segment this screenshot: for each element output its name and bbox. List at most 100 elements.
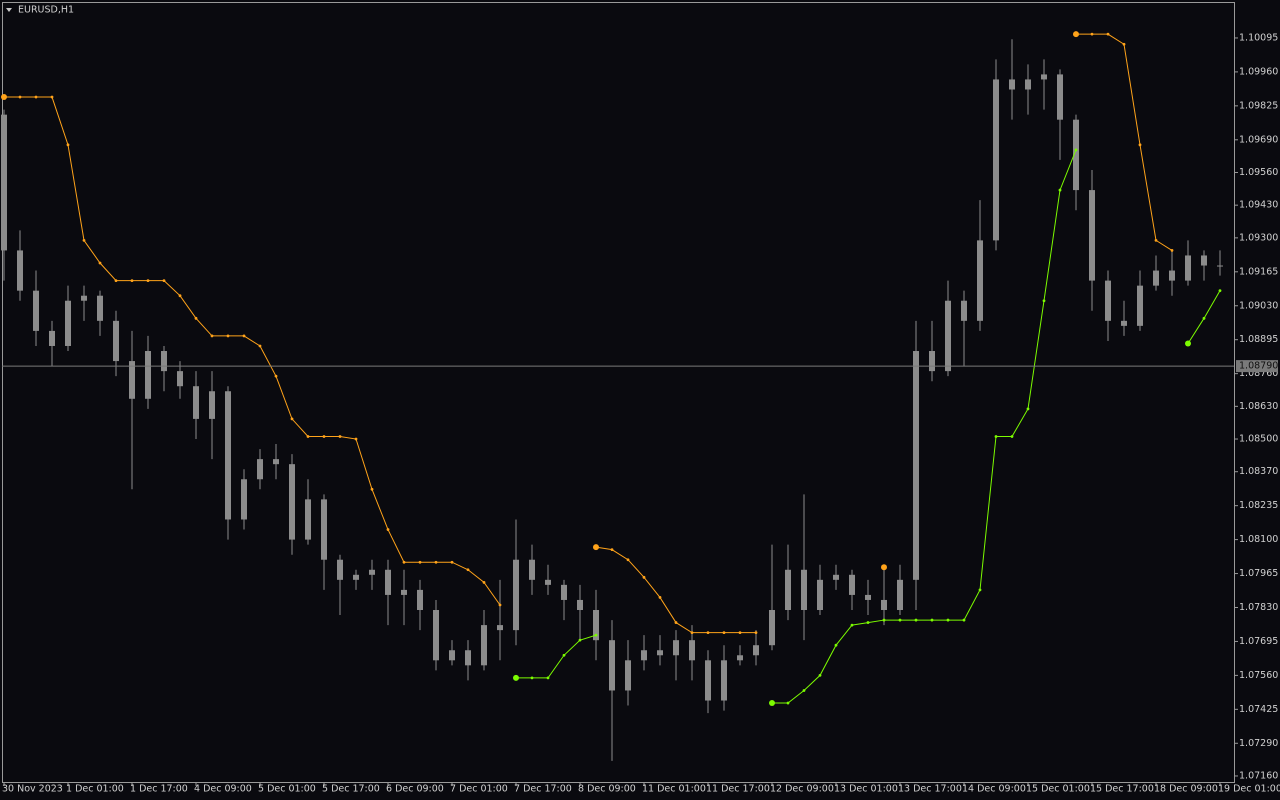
indicator-dot <box>482 580 486 584</box>
candle-body <box>481 625 487 666</box>
indicator-dot <box>402 560 406 564</box>
candle-body <box>97 295 103 321</box>
y-tick-label: 1.08895 <box>1239 334 1278 345</box>
indicator-dot <box>418 560 422 564</box>
indicator-start-dot <box>593 544 599 551</box>
indicator-start-dot <box>1073 31 1079 38</box>
indicator-dot <box>834 643 838 647</box>
indicator-dot <box>578 638 582 642</box>
candle-body <box>81 295 87 301</box>
indicator-dot <box>66 143 70 147</box>
indicator-dot <box>1058 188 1062 192</box>
candle-body <box>737 655 743 661</box>
y-tick-label: 1.10095 <box>1239 32 1278 43</box>
candle-body <box>1 114 7 251</box>
x-tick-label: 1 Dec 01:00 <box>66 784 124 795</box>
symbol-label: EURUSD,H1 <box>18 5 74 16</box>
candle-body <box>961 300 967 321</box>
x-tick-label: 30 Nov 2023 <box>2 784 63 795</box>
indicator-start-dot <box>881 564 887 571</box>
indicator-dot <box>754 631 758 635</box>
indicator-dot <box>306 435 310 438</box>
indicator-dot <box>978 588 982 592</box>
candle-body <box>769 610 775 646</box>
candle-body <box>625 660 631 691</box>
candle-body <box>817 579 823 611</box>
x-tick-label: 4 Dec 09:00 <box>194 784 252 795</box>
y-tick-label: 1.07290 <box>1239 738 1278 749</box>
indicator-dot <box>1090 32 1094 36</box>
x-tick-label: 8 Dec 09:00 <box>578 784 636 795</box>
indicator-dot <box>818 673 822 677</box>
y-tick-label: 1.09560 <box>1239 167 1278 178</box>
indicator-dot <box>914 618 918 622</box>
indicator-dot <box>162 279 166 283</box>
candle-body <box>129 361 135 399</box>
y-tick-label: 1.09690 <box>1239 134 1278 145</box>
candle-body <box>113 320 119 362</box>
candle-body <box>193 386 199 419</box>
y-tick-label: 1.09030 <box>1239 300 1278 311</box>
candle-body <box>497 625 503 631</box>
x-tick-label: 15 Dec 01:00 <box>1026 784 1090 795</box>
candle-body <box>385 569 391 595</box>
indicator-dot <box>386 528 390 531</box>
symbol-menu-icon[interactable] <box>6 8 12 12</box>
candle-body <box>273 459 279 465</box>
candle-body <box>577 599 583 611</box>
y-tick-label: 1.08235 <box>1239 500 1278 511</box>
indicator-dot <box>466 568 470 572</box>
candle-body <box>1185 255 1191 281</box>
candle-body <box>929 351 935 372</box>
candle-body <box>257 459 263 480</box>
indicator-dot <box>690 631 694 635</box>
indicator-dot <box>642 575 646 579</box>
indicator-dot <box>146 279 150 283</box>
indicator-dot <box>626 558 630 562</box>
x-tick-label: 19 Dec 01:00 <box>1218 784 1280 795</box>
indicator-dot <box>82 238 86 242</box>
indicator-start-dot <box>1185 340 1191 347</box>
candle-body <box>1025 79 1031 90</box>
candle-body <box>1073 119 1079 191</box>
y-tick-label: 1.07560 <box>1239 670 1278 681</box>
candle-body <box>801 569 807 611</box>
indicator-dot <box>290 417 294 421</box>
y-tick-label: 1.08760 <box>1239 368 1278 379</box>
indicator-dot <box>1218 289 1222 293</box>
indicator-dot <box>226 334 230 338</box>
x-tick-label: 15 Dec 17:00 <box>1090 784 1154 795</box>
candle-body <box>561 584 567 600</box>
candle-body <box>321 499 327 560</box>
candle-body <box>289 464 295 540</box>
indicator-dot <box>610 548 614 552</box>
candle-body <box>225 391 231 520</box>
candle-body <box>177 371 183 387</box>
indicator-dot <box>322 435 326 438</box>
indicator-dot <box>50 95 54 99</box>
indicator-dot <box>114 279 118 283</box>
indicator-dot <box>98 261 102 265</box>
indicator-dot <box>722 631 726 635</box>
candle-body <box>33 290 39 331</box>
x-tick-label: 7 Dec 17:00 <box>514 784 572 795</box>
candle-body <box>17 250 23 291</box>
candle-body <box>433 610 439 661</box>
indicator-dot <box>18 95 22 99</box>
candle-body <box>1201 255 1207 266</box>
indicator-dot <box>562 653 566 657</box>
indicator-start-dot <box>769 700 775 707</box>
candle-body <box>337 559 343 580</box>
y-tick-label: 1.07160 <box>1239 770 1278 781</box>
indicator-start-dot <box>513 674 519 681</box>
indicator-dot <box>738 631 742 635</box>
x-tick-label: 13 Dec 01:00 <box>834 784 898 795</box>
candle-body <box>977 240 983 321</box>
x-tick-label: 1 Dec 17:00 <box>130 784 188 795</box>
indicator-dot <box>130 279 134 283</box>
indicator-dot <box>1010 435 1014 438</box>
candle-body <box>993 79 999 241</box>
candle-body <box>545 579 551 585</box>
